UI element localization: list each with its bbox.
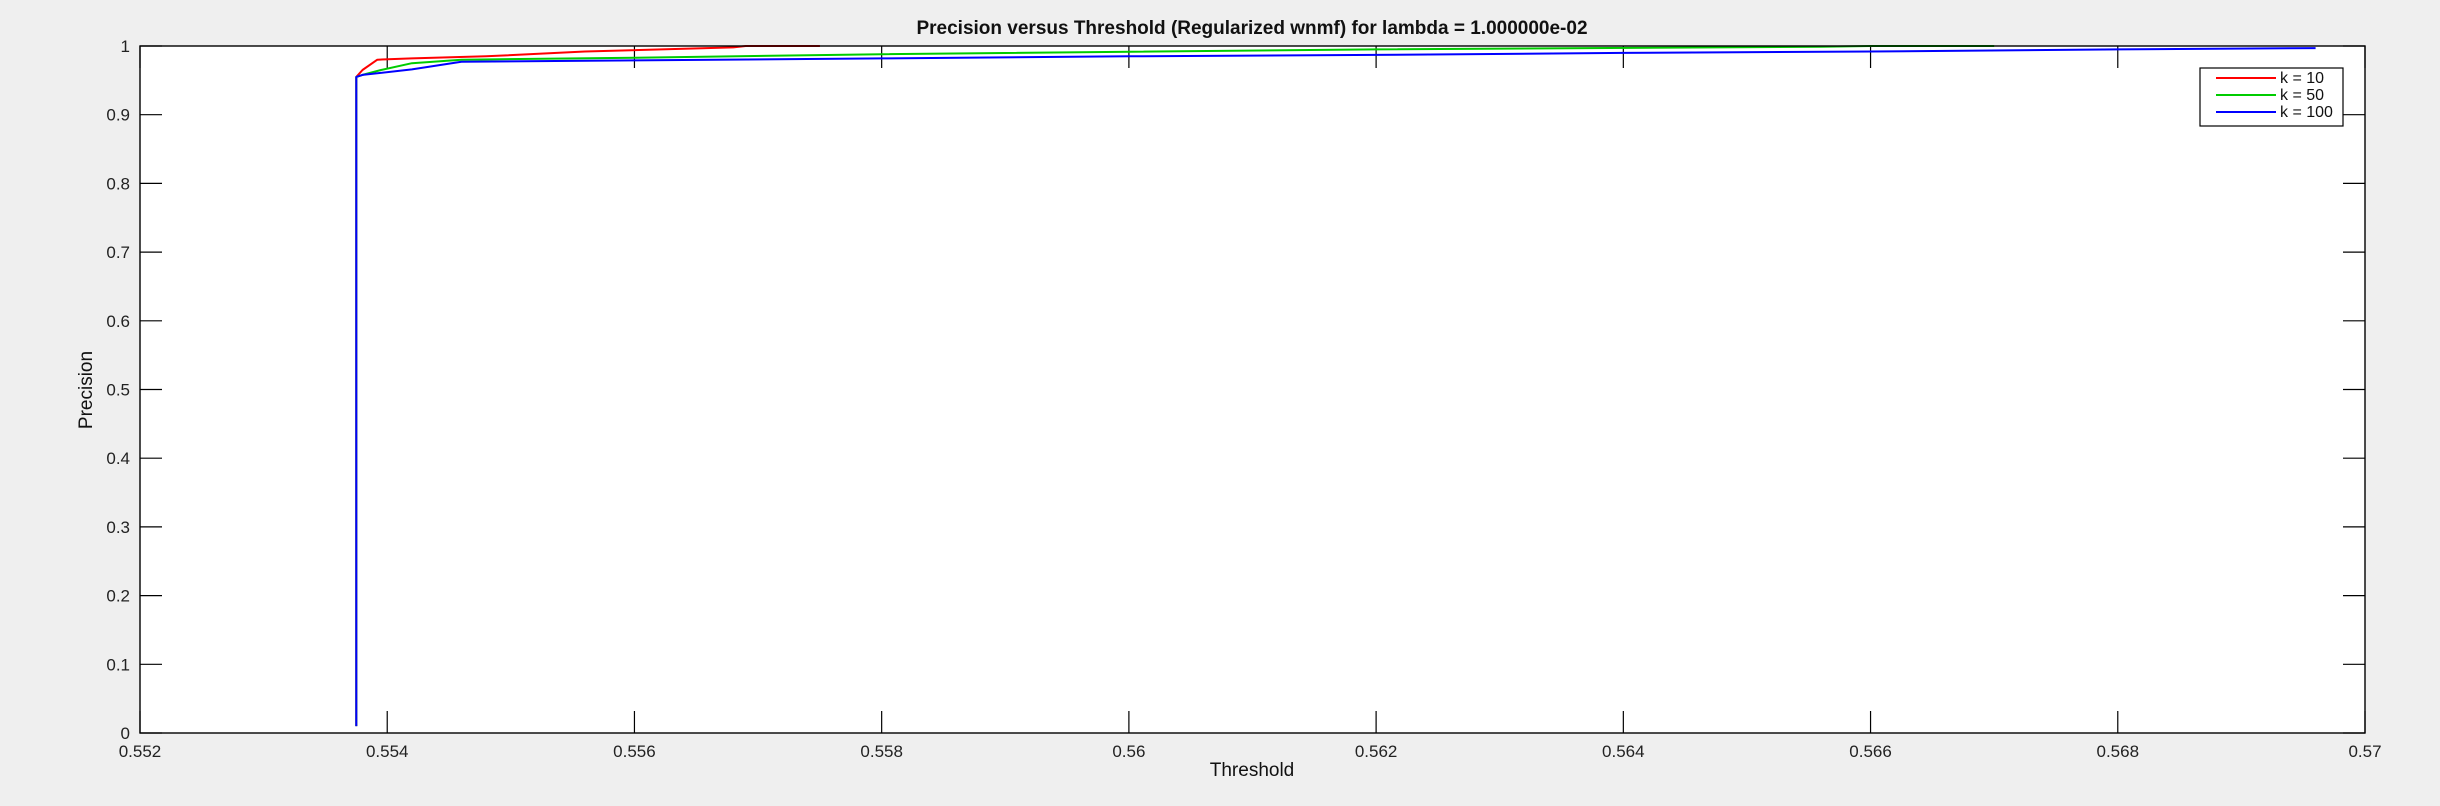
y-tick-label: 0.5 [106, 381, 130, 400]
plot-frame [139, 45, 2366, 734]
legend-entry-label: k = 100 [2280, 104, 2333, 121]
plot-area [140, 46, 2365, 733]
x-tick-label: 0.556 [613, 742, 656, 761]
x-tick-label: 0.552 [119, 742, 162, 761]
y-axis-label: Precision [76, 351, 97, 429]
y-tick-label: 1 [121, 37, 130, 56]
x-tick-label: 0.57 [2348, 742, 2381, 761]
chart-title: Precision versus Threshold (Regularized … [916, 18, 1587, 39]
y-tick-label: 0.3 [106, 518, 130, 537]
y-tick-label: 0 [121, 724, 130, 743]
x-tick-label: 0.566 [1849, 742, 1892, 761]
y-tick-labels: 0 0.1 0.2 0.3 0.4 0.5 0.6 0.7 0.8 0.9 1 [106, 37, 130, 743]
legend-entry-label: k = 10 [2280, 70, 2324, 87]
y-tick-label: 0.1 [106, 655, 130, 674]
x-axis-label: Threshold [1210, 760, 1295, 781]
y-tick-label: 0.6 [106, 312, 130, 331]
y-tick-label: 0.7 [106, 243, 130, 262]
x-tick-label: 0.56 [1112, 742, 1145, 761]
legend-entry-label: k = 50 [2280, 87, 2324, 104]
x-tick-label: 0.554 [366, 742, 409, 761]
series-line-k-100 [355, 47, 2316, 727]
x-tick-label: 0.558 [860, 742, 903, 761]
x-tick-label: 0.564 [1602, 742, 1645, 761]
y-tick-label: 0.9 [106, 106, 130, 125]
y-tick-label: 0.4 [106, 449, 130, 468]
x-tick-label: 0.568 [2097, 742, 2140, 761]
y-tick-label: 0.8 [106, 174, 130, 193]
x-tick-labels: 0.552 0.554 0.556 0.558 0.56 0.562 0.564 0.566 0… [119, 742, 2382, 761]
x-tick-label: 0.562 [1355, 742, 1398, 761]
legend: k = 10k = 50k = 100 [2199, 67, 2344, 127]
y-tick-label: 0.2 [106, 587, 130, 606]
